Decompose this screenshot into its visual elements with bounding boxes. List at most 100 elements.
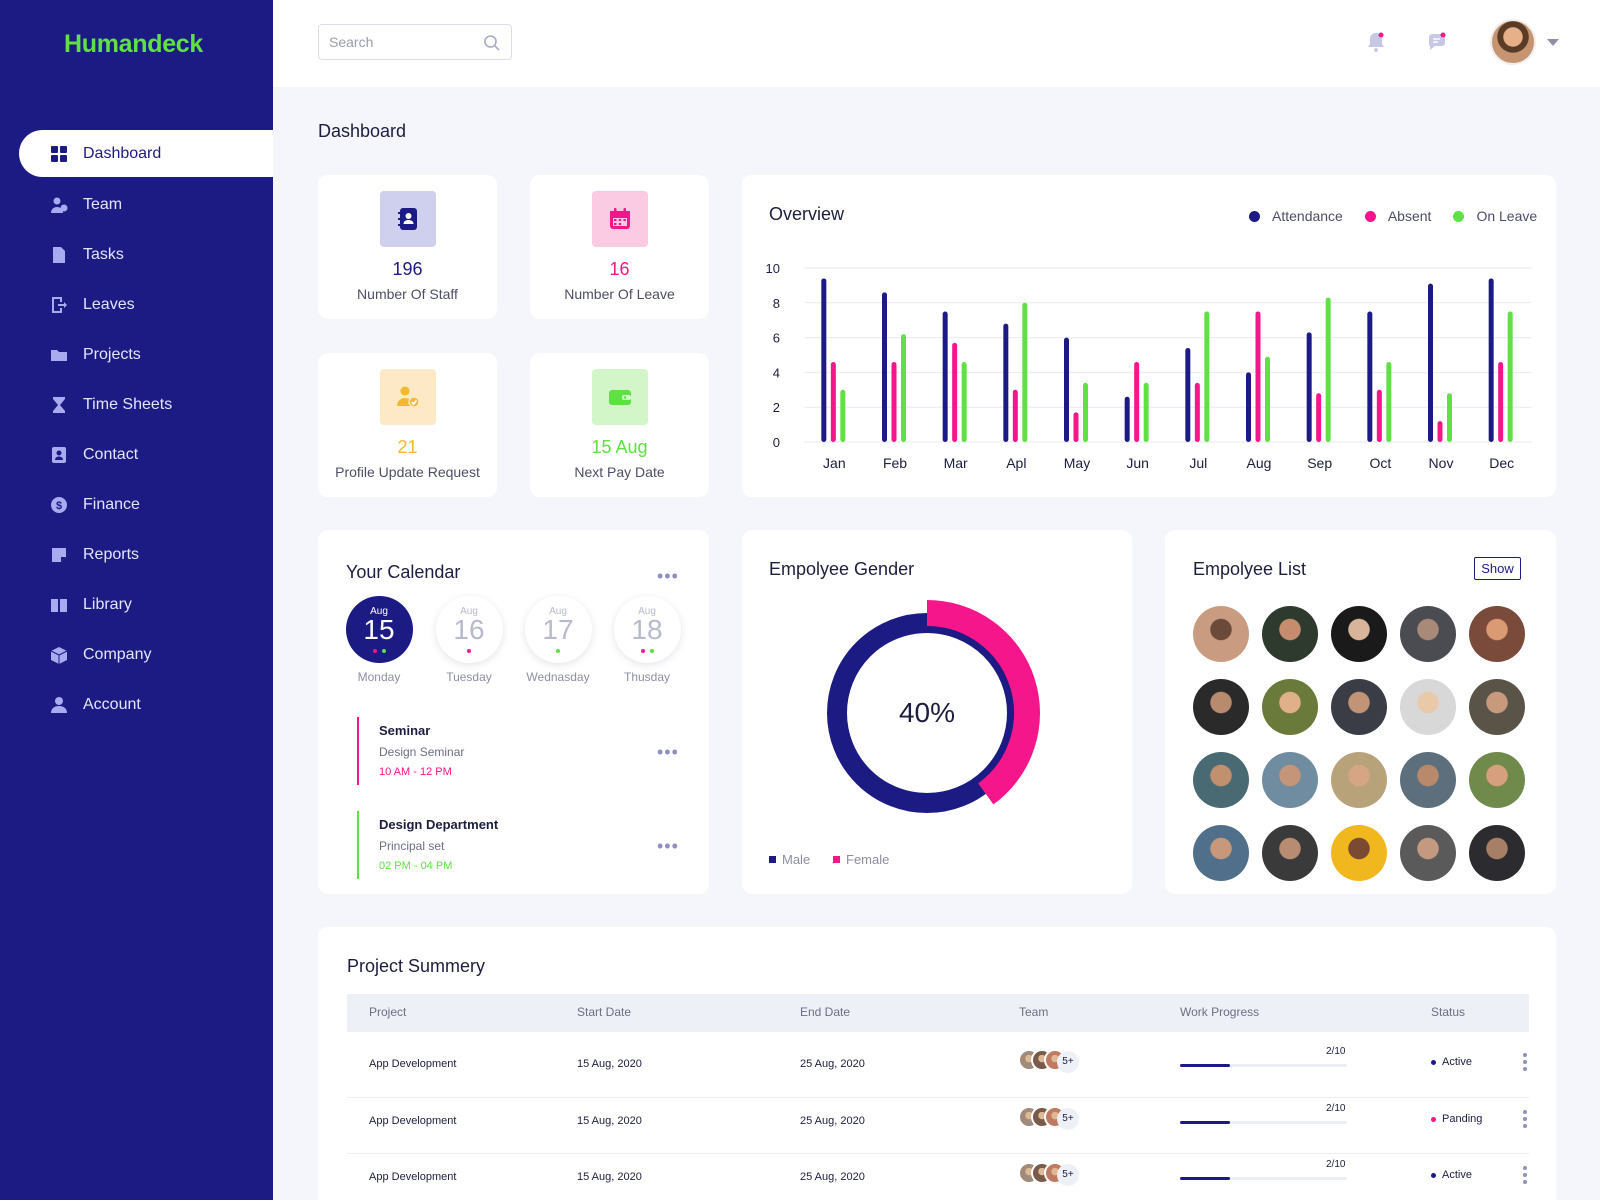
bar-on-leave[interactable] <box>1204 311 1210 443</box>
bar-absent[interactable] <box>952 342 958 442</box>
bar-absent[interactable] <box>1134 361 1140 442</box>
bar-on-leave[interactable] <box>1386 361 1392 442</box>
stat-card-pay-date[interactable]: 15 Aug Next Pay Date <box>530 353 709 497</box>
employee-avatar[interactable] <box>1262 606 1318 662</box>
stat-card-profile-update[interactable]: 21 Profile Update Request <box>318 353 497 497</box>
calendar-day[interactable]: Aug 18 Thusday <box>613 596 681 684</box>
sidebar-item-contact[interactable]: Contact <box>0 430 273 480</box>
employee-avatar[interactable] <box>1400 606 1456 662</box>
calendar-event[interactable]: Seminar Design Seminar 10 AM - 12 PM <box>357 717 464 785</box>
gender-center-label: 40% <box>899 697 955 728</box>
bar-on-leave[interactable] <box>1083 382 1088 442</box>
bar-on-leave[interactable] <box>1143 382 1149 442</box>
employee-avatar[interactable] <box>1193 825 1249 881</box>
sidebar-item-reports[interactable]: Reports <box>0 530 273 580</box>
employee-avatar[interactable] <box>1193 752 1249 808</box>
bell-icon[interactable] <box>1365 30 1387 59</box>
user-avatar[interactable] <box>1490 19 1536 65</box>
sidebar-item-dashboard[interactable]: Dashboard <box>19 130 273 177</box>
bar-attendance[interactable] <box>1064 337 1069 442</box>
employee-avatar[interactable] <box>1331 606 1387 662</box>
project-name: App Development <box>369 1171 457 1183</box>
sidebar-item-team[interactable]: Team <box>0 180 273 230</box>
row-menu-icon[interactable] <box>1523 1166 1527 1184</box>
sidebar-item-tasks[interactable]: Tasks <box>0 230 273 280</box>
bar-on-leave[interactable] <box>1507 311 1513 443</box>
employee-avatar[interactable] <box>1469 752 1525 808</box>
bar-attendance[interactable] <box>1185 348 1191 442</box>
bar-on-leave[interactable] <box>1447 393 1452 442</box>
bar-attendance[interactable] <box>1306 332 1312 442</box>
bar-absent[interactable] <box>1498 361 1504 442</box>
user-check-icon <box>379 369 436 425</box>
employee-avatar[interactable] <box>1262 752 1318 808</box>
calendar-day[interactable]: Aug 15 Monday <box>345 596 413 684</box>
bar-attendance[interactable] <box>1003 323 1009 442</box>
bar-absent[interactable] <box>1437 421 1443 442</box>
sidebar-item-projects[interactable]: Projects <box>0 330 273 380</box>
employee-avatar[interactable] <box>1331 752 1387 808</box>
search-input[interactable] <box>329 34 479 50</box>
sidebar-item-finance[interactable]: $ Finance <box>0 480 273 530</box>
bar-absent[interactable] <box>1255 311 1261 443</box>
bar-absent[interactable] <box>1316 393 1322 442</box>
bar-attendance[interactable] <box>1246 372 1251 442</box>
sidebar-item-time-sheets[interactable]: Time Sheets <box>0 380 273 430</box>
bar-attendance[interactable] <box>821 278 827 442</box>
employee-avatar[interactable] <box>1331 825 1387 881</box>
employee-avatar[interactable] <box>1331 679 1387 735</box>
more-icon[interactable]: ••• <box>657 836 679 856</box>
employee-avatar[interactable] <box>1400 825 1456 881</box>
stat-card-staff[interactable]: 196 Number Of Staff <box>318 175 497 319</box>
bar-attendance[interactable] <box>942 311 948 443</box>
row-menu-icon[interactable] <box>1523 1109 1527 1128</box>
sidebar-item-account[interactable]: Account <box>0 680 273 730</box>
bar-attendance[interactable] <box>1488 278 1494 442</box>
bar-on-leave[interactable] <box>840 389 846 442</box>
employee-avatar[interactable] <box>1262 825 1318 881</box>
sidebar-item-company[interactable]: Company <box>0 630 273 680</box>
employee-avatar[interactable] <box>1469 606 1525 662</box>
calendar-event[interactable]: Design Department Principal set 02 PM - … <box>357 811 498 879</box>
team-avatars[interactable]: 5+ <box>1018 1105 1088 1132</box>
more-icon[interactable]: ••• <box>657 742 679 762</box>
bar-on-leave[interactable] <box>1265 356 1270 442</box>
bar-absent[interactable] <box>891 361 897 442</box>
chevron-down-icon[interactable] <box>1547 39 1559 46</box>
calendar-day[interactable]: Aug 16 Tuesday <box>435 596 503 684</box>
sidebar-item-leaves[interactable]: Leaves <box>0 280 273 330</box>
employee-avatar[interactable] <box>1193 679 1249 735</box>
employee-avatar[interactable] <box>1400 752 1456 808</box>
bar-attendance[interactable] <box>1124 396 1130 442</box>
sidebar-item-library[interactable]: Library <box>0 580 273 630</box>
team-avatars[interactable]: 5+ <box>1018 1162 1088 1188</box>
bar-absent[interactable] <box>1194 382 1200 442</box>
bar-on-leave[interactable] <box>961 361 967 442</box>
bar-absent[interactable] <box>1376 389 1382 442</box>
bar-attendance[interactable] <box>1367 311 1373 443</box>
bar-attendance[interactable] <box>882 292 887 442</box>
bar-absent[interactable] <box>830 361 836 442</box>
employee-avatar[interactable] <box>1469 825 1525 881</box>
more-icon[interactable]: ••• <box>657 566 679 586</box>
bar-on-leave[interactable] <box>1325 297 1331 442</box>
stat-card-leave[interactable]: 16 Number Of Leave <box>530 175 709 319</box>
chat-icon[interactable] <box>1426 31 1448 58</box>
search-icon[interactable] <box>483 34 501 57</box>
employee-avatar[interactable] <box>1400 679 1456 735</box>
show-button[interactable]: Show <box>1474 557 1521 580</box>
bar-absent[interactable] <box>1012 389 1018 442</box>
row-menu-icon[interactable] <box>1523 1053 1527 1071</box>
bar-attendance[interactable] <box>1428 283 1433 442</box>
employee-avatar[interactable] <box>1262 679 1318 735</box>
bar-absent[interactable] <box>1073 412 1079 442</box>
team-more-count: 5+ <box>1057 1051 1079 1073</box>
team-avatars[interactable]: 5+ <box>1018 1049 1088 1075</box>
app-logo[interactable]: Humandeck <box>64 30 204 58</box>
employee-avatar[interactable] <box>1469 679 1525 735</box>
calendar-day[interactable]: Aug 17 Wednasday <box>524 596 592 684</box>
bar-on-leave[interactable] <box>1022 302 1028 442</box>
employee-avatar[interactable] <box>1193 606 1249 662</box>
event-time: 02 PM - 04 PM <box>379 860 453 872</box>
bar-on-leave[interactable] <box>901 334 906 442</box>
